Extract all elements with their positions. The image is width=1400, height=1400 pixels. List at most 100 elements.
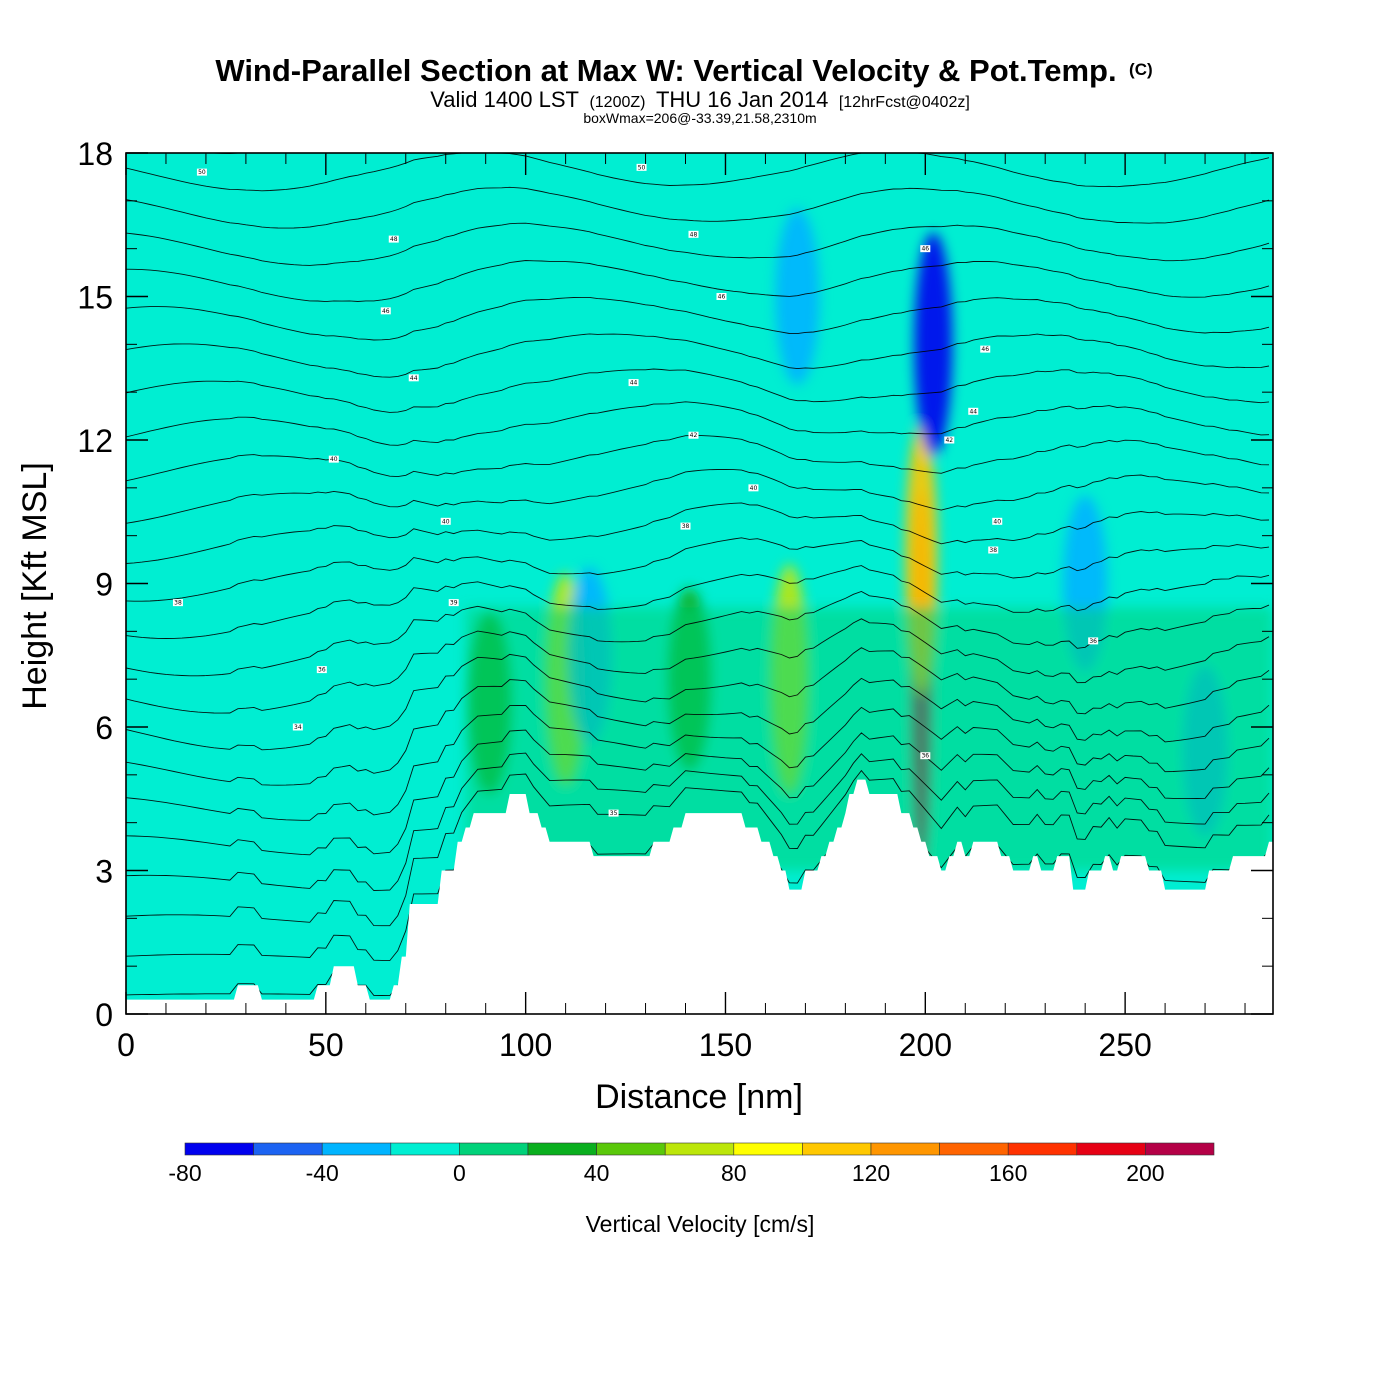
contour-label: 46 xyxy=(382,308,390,315)
copyright-mark: (C) xyxy=(1129,60,1153,79)
contour-label-bg xyxy=(292,723,303,731)
contour-label-bg xyxy=(716,293,727,300)
isentrope-48 xyxy=(126,296,1270,341)
isentrope-54 xyxy=(126,153,1270,192)
velocity-feature-7 xyxy=(775,208,820,385)
colorbar-swatch xyxy=(459,1142,529,1156)
isentrope-50 xyxy=(126,222,1270,266)
colorbar-tick-label: -40 xyxy=(306,1160,339,1186)
contour-label: 46 xyxy=(718,294,726,301)
subtitle-forecast: [12hrFcst@0402z] xyxy=(839,94,970,111)
contour-label-bg xyxy=(688,230,699,238)
contour-label: 36 xyxy=(318,667,326,674)
contour-label-bg xyxy=(636,163,647,171)
terrain-mask xyxy=(126,779,1273,1014)
contour-label: 44 xyxy=(969,408,977,415)
contour-label-bg xyxy=(988,546,999,554)
contour-label: 38 xyxy=(174,600,182,607)
box-wmax-note: boxWmax=206@-33.39,21.58,2310m xyxy=(583,110,816,126)
y-tick-label: 0 xyxy=(95,997,113,1033)
x-axis-label: Distance [nm] xyxy=(595,1078,803,1116)
velocity-feature-8 xyxy=(914,232,953,457)
contour-label: 42 xyxy=(945,437,953,444)
colorbar-swatch xyxy=(390,1142,460,1156)
contour-label-bg xyxy=(328,455,339,463)
contour-label-bg xyxy=(680,522,691,530)
contour-label-bg xyxy=(688,431,699,439)
contour-label: 40 xyxy=(750,485,758,492)
isentrope-37 xyxy=(126,647,1270,751)
contour-label-bg xyxy=(628,379,639,387)
isentrope-46 xyxy=(126,368,1270,413)
isentrope-34 xyxy=(126,729,1270,856)
contour-label-bg xyxy=(316,666,327,674)
contour-label-bg xyxy=(196,168,207,176)
contour-label: 48 xyxy=(690,231,698,238)
subtitle-valid: Valid 1400 LST xyxy=(430,87,579,112)
isentrope-47 xyxy=(126,333,1270,378)
y-tick-label: 18 xyxy=(77,136,113,172)
x-tick-label: 150 xyxy=(699,1027,752,1063)
contour-label-bg xyxy=(380,307,391,315)
chart-subtitle: Valid 1400 LST (1200Z) THU 16 Jan 2014 [… xyxy=(430,87,970,112)
y-tick-label: 3 xyxy=(95,854,113,890)
contour-label-bg xyxy=(1088,637,1099,645)
isentrope-33 xyxy=(126,752,1270,891)
isentrope-38 xyxy=(126,618,1270,714)
colorbar-swatch xyxy=(664,1142,735,1156)
contour-label-bg xyxy=(992,517,1003,525)
x-tick-label: 100 xyxy=(499,1027,552,1063)
colorbar-tick-label: -80 xyxy=(168,1160,201,1186)
contour-label: 42 xyxy=(690,432,698,439)
colorbar-label: Vertical Velocity [cm/s] xyxy=(586,1211,815,1237)
contour-label: 40 xyxy=(442,518,450,525)
colorbar-swatch xyxy=(870,1142,940,1156)
contour-label: 44 xyxy=(410,375,418,382)
contour-label-bg xyxy=(968,407,979,415)
y-tick-label: 6 xyxy=(95,710,113,746)
contour-label: 36 xyxy=(921,753,929,760)
contour-label-bg xyxy=(448,599,459,607)
contour-label: 46 xyxy=(921,246,929,253)
isentrope-43 xyxy=(126,468,1270,524)
colorbar-ticks: -80 -40 0 40 80 120 160 200 xyxy=(168,1160,1164,1186)
isentrope-45 xyxy=(126,401,1270,446)
chart-title: Wind-Parallel Section at Max W: Vertical… xyxy=(215,53,1152,88)
contour-label: 38 xyxy=(682,523,690,530)
contour-label-bg xyxy=(172,599,183,607)
x-tick-label: 50 xyxy=(308,1027,344,1063)
contour-label-bg xyxy=(980,345,991,353)
contour-label: 44 xyxy=(630,380,638,387)
contour-label: 35 xyxy=(610,810,618,817)
contour-label-bg xyxy=(388,235,399,243)
contour-label: 36 xyxy=(1089,638,1097,645)
colorbar-tick-label: 80 xyxy=(721,1160,747,1186)
colorbar-swatch xyxy=(527,1142,597,1156)
isentrope-40 xyxy=(126,565,1270,639)
contour-label-bg xyxy=(944,436,955,444)
contour-label: 38 xyxy=(989,547,997,554)
isentrope-41 xyxy=(126,537,1270,602)
colorbar-tick-label: 0 xyxy=(453,1160,466,1186)
isentrope-49 xyxy=(126,260,1270,303)
contour-label: 46 xyxy=(981,346,989,353)
colorbar-swatch xyxy=(1145,1142,1215,1156)
isentrope-52 xyxy=(126,186,1270,229)
isentrope-42 xyxy=(126,502,1270,564)
contour-label: 40 xyxy=(330,456,338,463)
colorbar-tick-label: 200 xyxy=(1126,1160,1164,1186)
colorbar-swatch xyxy=(802,1142,872,1156)
colorbar-tick-label: 160 xyxy=(989,1160,1027,1186)
x-axis-ticks: 0 50 100 150 200 250 xyxy=(117,153,1246,1063)
contour-label: 39 xyxy=(450,600,458,607)
subtitle-date: THU 16 Jan 2014 xyxy=(656,87,828,112)
contour-label: 48 xyxy=(390,236,398,243)
y-tick-label: 9 xyxy=(95,567,113,603)
colorbar-swatch xyxy=(733,1142,803,1156)
velocity-field: 50 50 48 48 46 46 46 44 44 46 44 42 42 40 40 40 40 38 38 38… xyxy=(126,153,1273,1014)
colorbar xyxy=(184,1142,1215,1156)
contour-label-bg xyxy=(608,809,619,817)
isentrope-36 xyxy=(126,677,1270,786)
